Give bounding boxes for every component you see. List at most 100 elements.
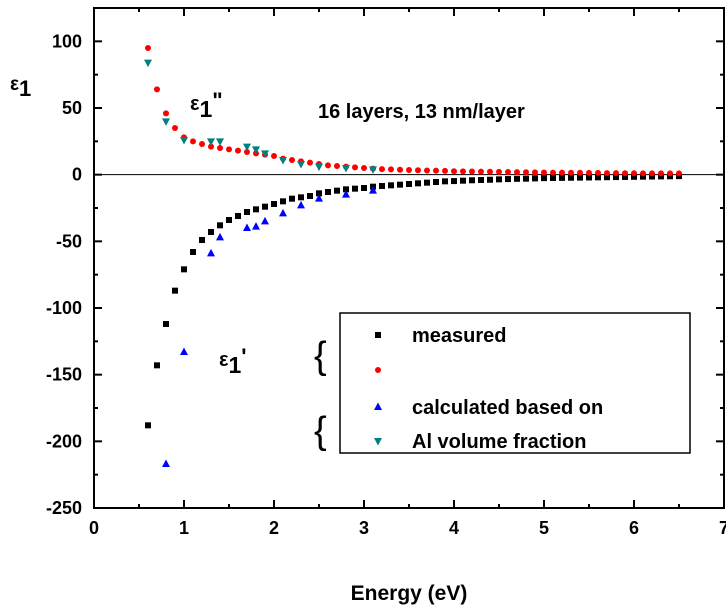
- data-point-circle: [451, 168, 457, 175]
- x-tick-label: 5: [539, 518, 549, 538]
- data-point-circle: [415, 167, 421, 174]
- x-tick-label: 1: [179, 518, 189, 538]
- data-point-circle: [226, 146, 232, 153]
- data-point-square: [379, 183, 385, 189]
- data-point-square: [163, 321, 169, 327]
- data-point-triangle-up: [180, 347, 188, 355]
- data-point-circle: [532, 169, 538, 176]
- data-point-square: [451, 178, 457, 185]
- data-point-square: [145, 422, 151, 429]
- data-point-circle: [658, 170, 664, 177]
- data-point-circle: [640, 170, 646, 177]
- x-tick-label: 6: [629, 518, 639, 538]
- data-point-circle: [307, 159, 313, 166]
- data-point-circle: [271, 153, 277, 159]
- data-point-circle: [145, 45, 151, 51]
- data-point-square: [541, 175, 547, 182]
- data-point-triangle-down: [369, 166, 377, 174]
- real-part-label-sub: 1: [229, 352, 242, 378]
- data-point-triangle-up: [144, 550, 152, 558]
- imag-part-label-mark: ": [212, 88, 222, 113]
- data-point-circle: [325, 162, 331, 169]
- data-point-circle: [667, 170, 673, 177]
- data-point-triangle-down: [297, 161, 305, 169]
- data-point-square: [433, 179, 439, 185]
- x-tick-label: 7: [719, 518, 726, 538]
- data-point-square: [604, 174, 610, 181]
- x-tick-label: 0: [89, 518, 99, 538]
- data-point-circle: [424, 167, 430, 174]
- data-point-triangle-up: [261, 216, 269, 225]
- data-point-square: [316, 190, 322, 197]
- data-point-circle: [217, 145, 223, 151]
- real-part-label-mark: ': [241, 344, 246, 369]
- data-point-circle: [190, 138, 196, 145]
- data-point-triangle-up: [315, 194, 323, 202]
- x-tick-label: 2: [269, 518, 279, 538]
- data-point-circle: [334, 163, 340, 169]
- data-point-circle: [523, 169, 529, 176]
- data-point-square: [559, 174, 565, 181]
- y-tick-label: -200: [46, 431, 82, 451]
- real-part-label: ε1': [219, 344, 247, 378]
- data-point-square: [622, 173, 628, 180]
- data-point-square: [496, 176, 502, 183]
- data-point-square: [298, 194, 304, 201]
- data-point-circle: [478, 168, 484, 175]
- data-point-triangle-up: [243, 223, 251, 231]
- y-tick-label: -50: [56, 231, 82, 251]
- legend-label: Al volume fraction: [412, 431, 586, 453]
- data-point-triangle-up: [162, 459, 170, 467]
- data-point-circle: [559, 169, 565, 176]
- data-point-triangle-down: [180, 137, 188, 145]
- data-point-circle: [550, 169, 556, 176]
- data-point-square: [550, 175, 556, 181]
- data-point-square: [334, 187, 340, 194]
- data-point-circle: [622, 170, 628, 177]
- data-point-circle: [163, 110, 169, 117]
- brace-measured: {: [314, 335, 327, 377]
- data-point-circle: [577, 169, 583, 176]
- data-point-triangle-down: [315, 163, 323, 172]
- data-point-circle: [514, 169, 520, 176]
- data-point-square: [289, 195, 295, 202]
- x-tick-label: 3: [359, 518, 369, 538]
- data-point-triangle-down: [279, 157, 287, 165]
- imag-part-label-base: ε: [190, 93, 200, 115]
- data-point-circle: [433, 167, 439, 174]
- data-point-square: [424, 179, 430, 186]
- data-point-square: [505, 176, 511, 183]
- imag-part-label-sub: 1: [200, 96, 213, 122]
- data-point-square: [523, 175, 529, 182]
- series-measured: [145, 173, 682, 429]
- data-point-circle: [244, 149, 250, 155]
- data-point-circle: [568, 169, 574, 176]
- data-point-square: [469, 177, 475, 184]
- data-point-square: [397, 181, 403, 188]
- data-point-circle: [604, 170, 610, 177]
- data-point-square: [442, 178, 448, 185]
- brace-calculated: {: [314, 410, 327, 452]
- data-point-square: [478, 177, 484, 183]
- data-point-square: [568, 174, 574, 181]
- x-tick-label: 4: [449, 518, 459, 538]
- legend-label: measured: [412, 325, 507, 347]
- data-point-circle: [172, 125, 178, 131]
- data-point-square: [262, 203, 268, 210]
- data-point-square: [244, 209, 250, 215]
- data-point-square: [154, 362, 160, 369]
- y-axis-title-sub: 1: [19, 76, 31, 101]
- data-point-square: [190, 249, 196, 255]
- data-point-square: [307, 193, 313, 199]
- data-point-circle: [460, 168, 466, 175]
- data-point-circle: [505, 169, 511, 175]
- data-point-square: [406, 181, 412, 187]
- data-point-triangle-down: [261, 150, 269, 158]
- data-point-triangle-down: [342, 165, 350, 173]
- y-tick-label: 50: [62, 98, 82, 118]
- data-point-square: [658, 173, 664, 180]
- y-tick-label: -150: [46, 365, 82, 385]
- imag-part-label: ε1": [190, 88, 223, 122]
- data-point-circle: [235, 147, 241, 154]
- data-point-circle: [388, 166, 394, 173]
